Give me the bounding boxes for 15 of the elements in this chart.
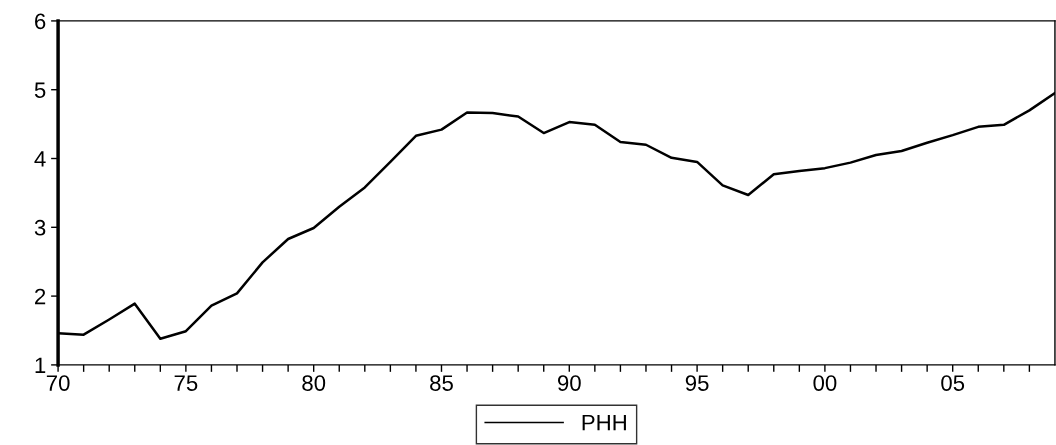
y-tick-label: 5 [34,82,46,98]
x-tick-label: 90 [557,375,581,391]
x-tick-label: 00 [813,375,837,391]
y-tick-label: 1 [35,357,46,373]
y-tick-label: 4 [34,151,46,167]
x-tick-label: 85 [430,375,453,391]
x-tick-label: 75 [174,375,198,391]
y-tick-label: 2 [35,288,46,305]
x-tick-label: 05 [941,375,965,391]
x-tick-label: 80 [302,375,326,391]
x-tick-label: 70 [46,375,70,391]
y-tick-label: 6 [35,13,46,30]
y-tick-label: 3 [34,219,46,236]
legend-label: PHH [582,414,626,431]
x-tick-label: 95 [685,375,709,391]
